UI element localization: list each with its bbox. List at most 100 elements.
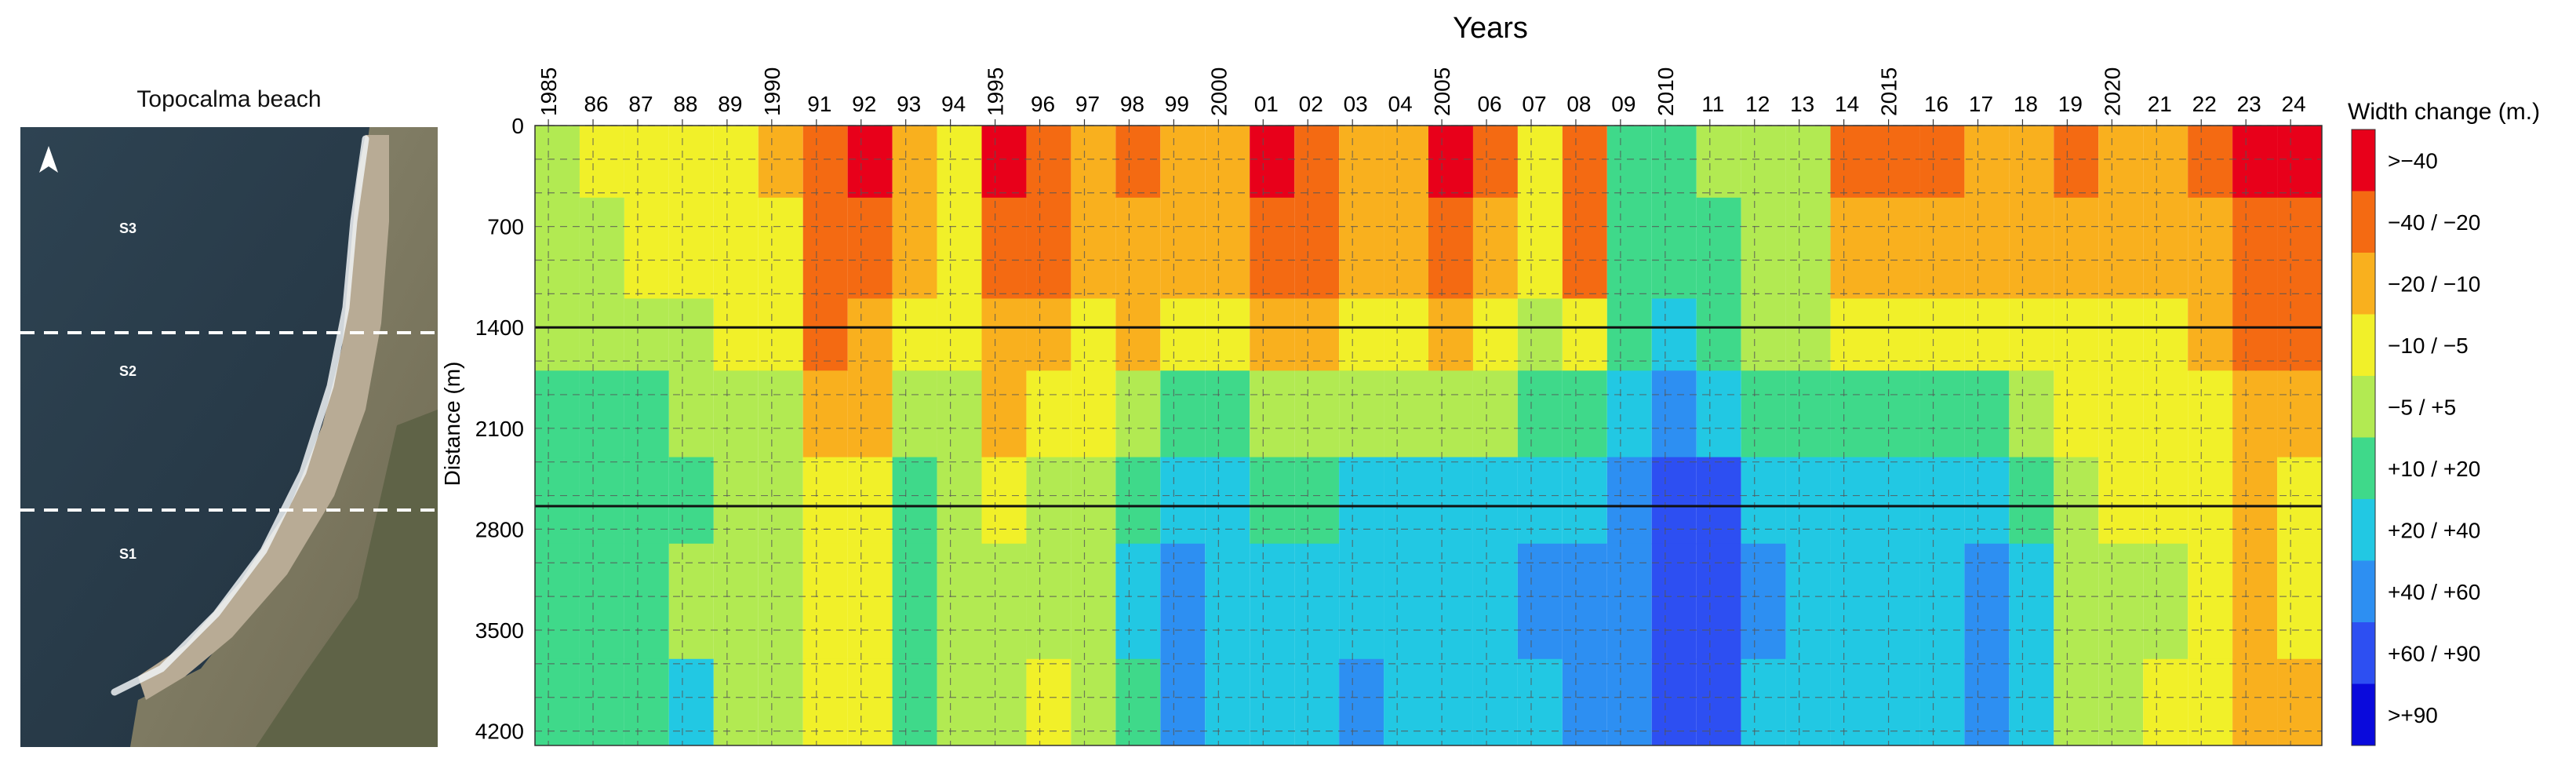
heatmap-cell: [1071, 658, 1116, 746]
heatmap-cell: [1785, 658, 1831, 746]
heatmap-cell: [2009, 298, 2054, 371]
heatmap-cell: [1741, 126, 1786, 199]
heatmap-cell: [579, 370, 624, 458]
heatmap-cell: [1562, 298, 1607, 371]
heatmap-cell: [1205, 457, 1250, 545]
heatmap-cell: [1785, 197, 1831, 299]
x-tick-label: 18: [2014, 92, 2038, 116]
heatmap-cell: [579, 658, 624, 746]
heatmap-cell: [758, 197, 803, 299]
heatmap-cell: [758, 370, 803, 458]
heatmap-cell: [2054, 543, 2099, 660]
y-tick-label: 700: [487, 215, 524, 239]
heatmap-cell: [1741, 543, 1786, 660]
heatmap-cell: [1472, 298, 1518, 371]
heatmap-cell: [1741, 457, 1786, 545]
heatmap-cell: [1294, 543, 1340, 660]
heatmap-cell: [1205, 543, 1250, 660]
heatmap-cell: [2098, 126, 2144, 199]
x-tick-label: 01: [1254, 92, 1279, 116]
heatmap-cell: [624, 370, 669, 458]
x-tick-label: 88: [673, 92, 697, 116]
heatmap-cell: [579, 543, 624, 660]
heatmap-cell: [624, 457, 669, 545]
heatmap-cell: [2009, 126, 2054, 199]
heatmap-cell: [847, 658, 893, 746]
heatmap-cell: [1964, 543, 2010, 660]
heatmap-cell: [1250, 370, 1295, 458]
heatmap-cell: [1115, 298, 1161, 371]
heatmap-cell: [1875, 658, 1920, 746]
heatmap-cell: [2054, 457, 2099, 545]
map-title: Topocalma beach: [136, 86, 322, 112]
heatmap-cell: [1919, 197, 1965, 299]
x-tick-label: 91: [807, 92, 831, 116]
heatmap-cell: [1160, 457, 1206, 545]
heatmap-cell: [1428, 370, 1473, 458]
y-tick-label: 3500: [475, 618, 524, 643]
heatmap-cell: [624, 658, 669, 746]
x-tick-label: 24: [2282, 92, 2306, 116]
heatmap-cell: [1875, 126, 1920, 199]
heatmap-cell: [1160, 126, 1206, 199]
heatmap-cell: [2098, 370, 2144, 458]
heatmap-cell: [981, 370, 1027, 458]
x-tick-label: 17: [1969, 92, 1993, 116]
colorbar-label: >−40: [2388, 148, 2438, 173]
y-tick-label: 1400: [475, 315, 524, 340]
heatmap-cell: [1250, 457, 1295, 545]
heatmap-cell: [579, 457, 624, 545]
heatmap-cell: [535, 126, 580, 199]
heatmap-cell: [892, 543, 937, 660]
heatmap-cell: [1651, 197, 1697, 299]
colorbar-label: −20 / −10: [2388, 272, 2480, 296]
heatmap-cell: [535, 298, 580, 371]
heatmap-cell: [1517, 197, 1563, 299]
heatmap-cell: [2009, 457, 2054, 545]
heatmap-cell: [1875, 197, 1920, 299]
heatmap-cell: [758, 658, 803, 746]
grid-lines: [535, 125, 2322, 745]
heatmap-cell: [535, 543, 580, 660]
heatmap-cell: [1115, 370, 1161, 458]
heatmap-cell: [1651, 298, 1697, 371]
heatmap-cell: [1250, 543, 1295, 660]
heatmap-cell: [802, 298, 848, 371]
heatmap-cell: [2143, 126, 2189, 199]
x-axis-ticks: 1985 86 87 88 89 1990 91 92 93 94 1995 96 97 98 99 2000…: [537, 67, 2306, 126]
heatmap-cell: [892, 298, 937, 371]
heatmap-cell: [579, 126, 624, 199]
heatmap-cell: [892, 197, 937, 299]
x-tick-label: 06: [1477, 92, 1501, 116]
heatmap-cell: [1428, 658, 1473, 746]
y-tick-label: 2800: [475, 517, 524, 541]
x-tick-label: 96: [1031, 92, 1055, 116]
heatmap-cell: [2232, 370, 2278, 458]
heatmap-cell: [937, 197, 982, 299]
heatmap-cell: [2188, 126, 2233, 199]
heatmap-cell: [892, 457, 937, 545]
y-axis-title: Distance (m): [440, 362, 464, 487]
colorbar-label: −10 / −5: [2388, 333, 2469, 358]
heatmap-cell: [535, 457, 580, 545]
heatmap-cell: [892, 370, 937, 458]
heatmap-cell: [668, 658, 714, 746]
x-tick-label: 12: [1745, 92, 1770, 116]
heatmap-cell: [1250, 197, 1295, 299]
x-tick-label: 92: [852, 92, 876, 116]
colorbar-swatch: [2352, 622, 2375, 684]
x-tick-label: 99: [1165, 92, 1189, 116]
heatmap-cell: [1830, 370, 1876, 458]
heatmap-cell: [624, 126, 669, 199]
heatmap-cell: [1964, 197, 2010, 299]
heatmap-cell: [1026, 543, 1072, 660]
heatmap-cell: [668, 298, 714, 371]
heatmap-cell: [2054, 298, 2099, 371]
heatmap-cell: [579, 298, 624, 371]
heatmap-cell: [1384, 197, 1428, 299]
heatmap-cell: [981, 658, 1027, 746]
x-tick-label: 14: [1835, 92, 1859, 116]
heatmap-cell: [1115, 197, 1161, 299]
heatmap-cell: [2232, 543, 2278, 660]
heatmap-cell: [1517, 543, 1563, 660]
